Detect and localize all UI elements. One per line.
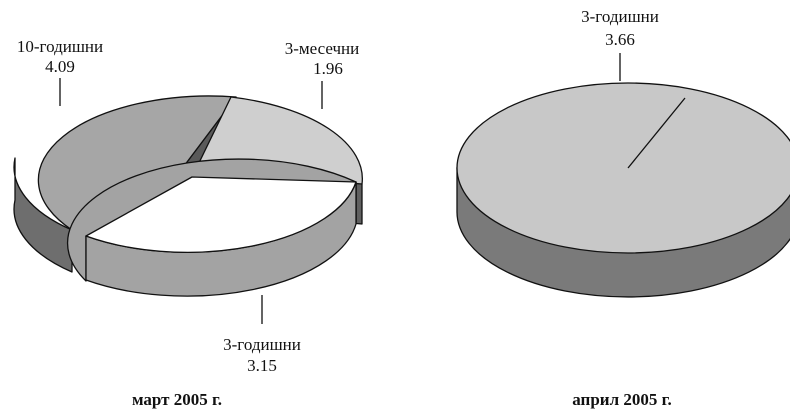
label-10-year-name: 10-годишни (17, 37, 103, 56)
label-3-month-value: 1.96 (313, 59, 343, 78)
label-3-year-value: 3.15 (247, 356, 277, 375)
label-april-3-year-value: 3.66 (605, 30, 635, 49)
label-3-year-name: 3-годишни (223, 335, 301, 354)
caption-march: март 2005 г. (132, 390, 222, 409)
pie-chart-april (456, 53, 790, 298)
label-10-year-value: 4.09 (45, 57, 75, 76)
slice-april-3-year-top (456, 82, 790, 254)
slice-april-radius-line (627, 97, 686, 169)
pie-chart-march (13, 78, 363, 324)
caption-april: април 2005 г. (572, 390, 671, 409)
label-3-month-name: 3-месечни (285, 39, 360, 58)
slice-10-year-top (37, 95, 237, 231)
slice-3-year-top (85, 176, 357, 253)
slice-10-year-outer-side (13, 157, 73, 273)
label-april-3-year-name: 3-годишни (581, 7, 659, 26)
